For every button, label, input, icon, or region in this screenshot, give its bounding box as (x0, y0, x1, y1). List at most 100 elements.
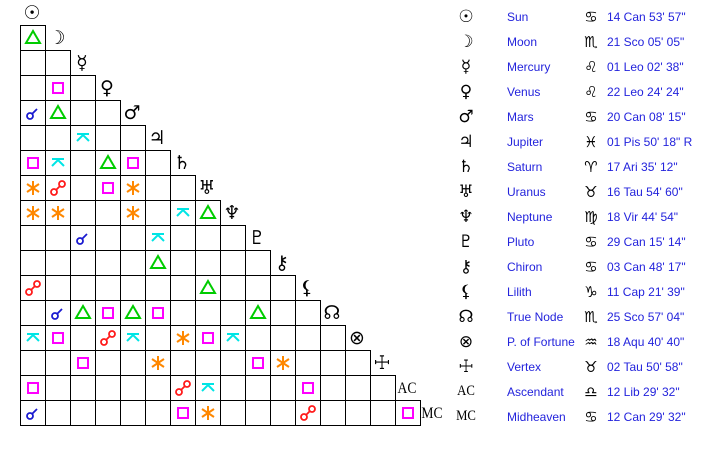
aspect-cell (145, 200, 171, 226)
aspect-cell (70, 125, 96, 151)
aspect-cell (270, 350, 296, 376)
part-of-fortune-icon: ⊗ (458, 332, 474, 352)
planet-name: Mercury (507, 60, 551, 74)
aspect-cell (70, 300, 96, 326)
mercury-icon: ☿ (460, 57, 472, 77)
sextile-aspect-icon (276, 356, 290, 370)
square-aspect-icon (102, 182, 114, 194)
aspect-cell (345, 375, 371, 401)
planet-position: 21 Sco 05' 05" (607, 35, 685, 49)
aspect-cell (20, 125, 46, 151)
aspect-cell (70, 250, 96, 276)
true-node-icon: ☊ (458, 307, 474, 327)
planet-name: Moon (507, 35, 538, 49)
aspect-cell (20, 300, 46, 326)
aspect-cell (395, 400, 421, 426)
planet-position: 11 Cap 21' 39" (607, 285, 685, 299)
conjunction-aspect-icon (26, 108, 38, 120)
square-aspect-icon (402, 407, 414, 419)
trine-aspect-icon (49, 104, 67, 119)
aspect-cell (220, 375, 246, 401)
jupiter-icon: ♃ (458, 132, 474, 152)
aspect-cell (95, 225, 121, 251)
square-aspect-icon (302, 382, 314, 394)
mars-icon: ♂ (458, 107, 474, 127)
aspect-cell (170, 250, 196, 276)
aspect-cell (220, 225, 246, 251)
jupiter-icon: ♃ (148, 127, 166, 149)
planet-position: 18 Vir 44' 54" (607, 210, 679, 224)
square-aspect-icon (202, 332, 214, 344)
aspect-cell (170, 275, 196, 301)
aspect-cell (170, 200, 196, 226)
sextile-aspect-icon (26, 206, 40, 220)
aspect-cell (170, 350, 196, 376)
aspect-cell (45, 50, 71, 76)
venus-icon: ♀ (459, 82, 473, 102)
aspect-cell (195, 400, 221, 426)
aspect-cell (145, 350, 171, 376)
opposition-aspect-icon (25, 280, 41, 296)
aspect-cell (195, 200, 221, 226)
planet-name: Sun (507, 10, 529, 24)
chiron-icon: ⚷ (275, 252, 289, 274)
aspect-cell (320, 400, 346, 426)
planet-row: ☊ True Node ♏ 25 Sco 57' 04" (450, 305, 705, 330)
pisces-icon: ♓ (584, 133, 598, 151)
aspect-cell (45, 350, 71, 376)
aspect-cell (20, 400, 46, 426)
planet-position: 03 Can 48' 17" (607, 260, 686, 274)
planet-row: ☿ Mercury ♌ 01 Leo 02' 38" (450, 55, 705, 80)
midheaven-icon: MC (421, 405, 443, 422)
aspect-cell (45, 275, 71, 301)
square-aspect-icon (252, 357, 264, 369)
aspect-cell (120, 400, 146, 426)
aspect-cell (170, 175, 196, 201)
aspect-cell (20, 375, 46, 401)
planet-position: 18 Aqu 40' 40" (607, 335, 685, 349)
neptune-icon: ♆ (223, 202, 241, 224)
aries-icon: ♈ (584, 158, 598, 176)
aspect-cell (245, 300, 271, 326)
planet-row: ☩ Vertex ♉ 02 Tau 50' 58" (450, 355, 705, 380)
planet-row: ⊗ P. of Fortune ♒ 18 Aqu 40' 40" (450, 330, 705, 355)
aspect-cell (170, 375, 196, 401)
aspect-cell (70, 150, 96, 176)
cancer-icon: ♋ (584, 8, 598, 26)
planet-row: ♄ Saturn ♈ 17 Ari 35' 12" (450, 155, 705, 180)
planet-name: Jupiter (507, 135, 544, 149)
aspect-cell (370, 375, 396, 401)
aspect-cell (70, 175, 96, 201)
aspect-cell (95, 350, 121, 376)
planet-row: ⚷ Chiron ♋ 03 Can 48' 17" (450, 255, 705, 280)
planet-position: 02 Tau 50' 58" (607, 360, 683, 374)
aspect-cell (270, 400, 296, 426)
aspect-cell (70, 325, 96, 351)
aspect-cell (245, 250, 271, 276)
planet-name: Midheaven (507, 410, 566, 424)
aspect-cell (120, 200, 146, 226)
aspect-cell (170, 225, 196, 251)
aspect-cell (220, 275, 246, 301)
aspect-cell (245, 325, 271, 351)
saturn-icon: ♄ (458, 157, 474, 177)
cancer-icon: ♋ (584, 258, 598, 276)
aspect-cell (70, 200, 96, 226)
planet-position: 20 Can 08' 15" (607, 110, 686, 124)
trine-aspect-icon (99, 154, 117, 169)
aspect-cell (120, 225, 146, 251)
square-aspect-icon (102, 307, 114, 319)
aspect-cell (45, 150, 71, 176)
planet-position: 29 Can 15' 14" (607, 235, 686, 249)
trine-aspect-icon (199, 279, 217, 294)
aspect-cell (120, 375, 146, 401)
aspect-cell (370, 400, 396, 426)
aspect-cell (270, 300, 296, 326)
square-aspect-icon (77, 357, 89, 369)
aspect-cell (45, 175, 71, 201)
aspect-cell (20, 150, 46, 176)
conjunction-aspect-icon (76, 233, 88, 245)
square-aspect-icon (127, 157, 139, 169)
aspect-cell (45, 325, 71, 351)
aspect-cell (245, 350, 271, 376)
